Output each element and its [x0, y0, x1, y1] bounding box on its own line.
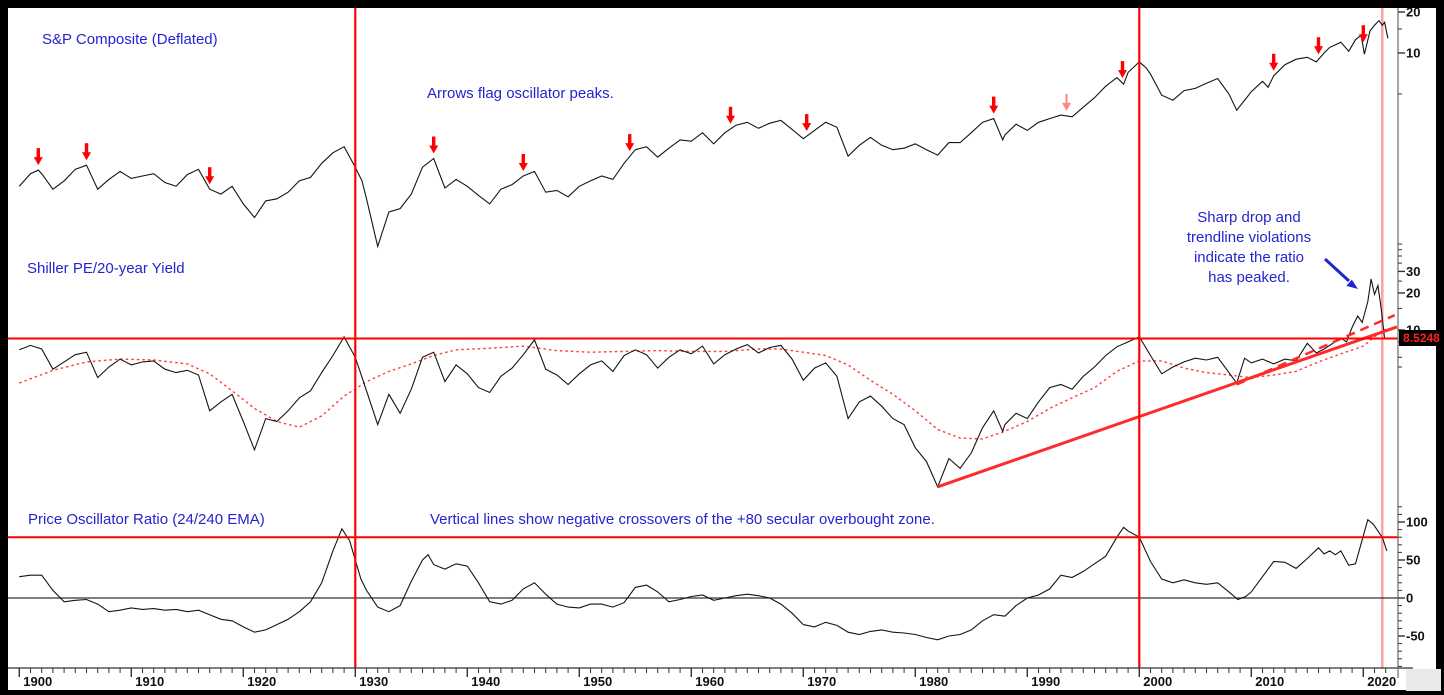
sharp-drop-line-4: has peaked.	[1208, 269, 1290, 286]
x-tick-label: 1990	[1031, 674, 1060, 689]
y-tick-label: 20	[1406, 5, 1420, 20]
x-tick-label: 1960	[695, 674, 724, 689]
oscillator-peak-arrow-icon	[1269, 62, 1279, 71]
arrows-annotation: Arrows flag oscillator peaks.	[427, 85, 614, 102]
osc-panel-title: Price Oscillator Ratio (24/240 EMA)	[28, 511, 265, 528]
ratio-panel-title: Shiller PE/20-year Yield	[27, 260, 185, 277]
osc-series-line	[19, 518, 1388, 641]
oscillator-peak-arrow-icon	[625, 143, 635, 152]
oscillator-peak-arrow-icon	[1314, 46, 1323, 55]
sp-series-line	[18, 19, 1389, 249]
oscillator-peak-arrow-icon	[726, 115, 735, 124]
last-value-badge: 8.5248	[1399, 330, 1444, 346]
annotation-arrow-icon	[1346, 279, 1358, 289]
x-tick-label: 1970	[807, 674, 836, 689]
oscillator-peak-arrow-icon	[1358, 34, 1368, 43]
y-tick-label: 0	[1406, 591, 1413, 606]
trendline-dashed	[1236, 314, 1396, 386]
oscillator-peak-arrow-icon	[82, 152, 91, 161]
oscillator-peak-arrow-icon	[802, 123, 812, 132]
sharp-drop-line-3: indicate the ratio	[1193, 249, 1305, 266]
oscillator-peak-arrow-icon	[518, 163, 528, 171]
oscillator-peak-arrow-icon	[989, 105, 999, 114]
x-tick-label: 1900	[23, 674, 52, 689]
x-tick-label: 2020	[1367, 674, 1396, 689]
oscillator-peak-arrow-icon	[33, 157, 43, 166]
ratio-ema-line	[19, 326, 1389, 440]
sharp-drop-annotation: Sharp drop and trendline violations indi…	[1158, 208, 1340, 288]
axis-corner	[1406, 669, 1441, 691]
vertical-lines-annotation: Vertical lines show negative crossovers …	[430, 511, 935, 528]
trendline-solid	[937, 325, 1398, 489]
y-tick-label: 10	[1406, 46, 1420, 61]
sharp-drop-line-2: trendline violations	[1186, 229, 1312, 246]
oscillator-peak-arrow-icon	[429, 145, 439, 154]
oscillator-peak-arrow-icon	[1062, 102, 1071, 111]
x-tick-label: 1940	[471, 674, 500, 689]
oscillator-peak-arrow-icon	[1118, 70, 1127, 79]
y-tick-label: 50	[1406, 553, 1420, 568]
ratio-series-line	[19, 278, 1386, 489]
y-tick-label: 20	[1406, 286, 1420, 301]
sp-panel-title: S&P Composite (Deflated)	[42, 31, 218, 48]
y-tick-label: -50	[1406, 629, 1425, 644]
annotation-arrow-icon	[1323, 257, 1351, 283]
oscillator-peak-arrow-icon	[205, 176, 215, 185]
x-tick-label: 2000	[1143, 674, 1172, 689]
x-tick-label: 1930	[359, 674, 388, 689]
x-tick-label: 1920	[247, 674, 276, 689]
x-tick-label: 2010	[1255, 674, 1284, 689]
chart-paper	[8, 8, 1436, 690]
x-tick-label: 1950	[583, 674, 612, 689]
sharp-drop-line-1: Sharp drop and	[1197, 209, 1301, 226]
y-tick-label: 30	[1406, 264, 1420, 279]
x-tick-label: 1980	[919, 674, 948, 689]
y-tick-label: 100	[1406, 515, 1428, 530]
x-tick-label: 1910	[135, 674, 164, 689]
